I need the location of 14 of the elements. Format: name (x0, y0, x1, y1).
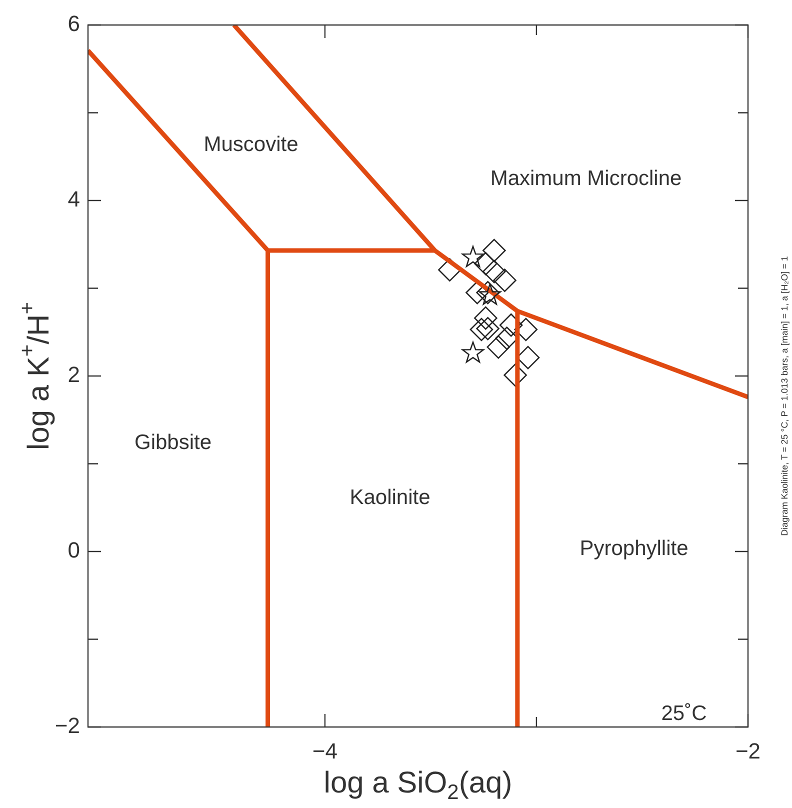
annotation: Gibbsite (134, 430, 212, 454)
x-tick-label: −4 (312, 738, 338, 764)
y-tick-label: 2 (68, 362, 80, 388)
annotation: Pyrophyllite (580, 536, 688, 560)
annotation: 25˚C (661, 702, 707, 725)
y-axis-title: log a K+/H+ (16, 302, 56, 450)
y-tick-label: 4 (68, 186, 80, 212)
annotation: Maximum Microcline (490, 166, 682, 190)
y-tick-label: 0 (68, 538, 80, 563)
text: Diagram Kaolinite, T = 25 °C, P = 1.013 bars, a [main] = 1, a [H₂O] = 1 (779, 256, 790, 536)
y-tick-label: 6 (68, 11, 80, 36)
annotation: Kaolinite (350, 486, 430, 509)
y-tick-label: −2 (54, 713, 80, 738)
annotation: Muscovite (204, 132, 298, 156)
